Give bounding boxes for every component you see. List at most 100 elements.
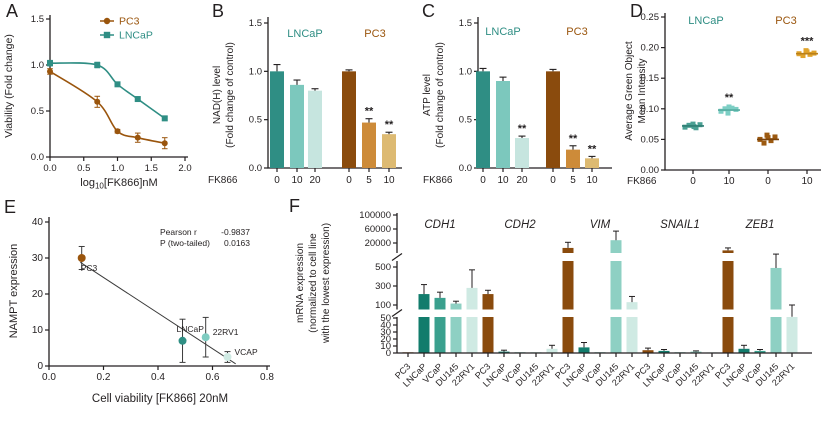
svg-text:2.0: 2.0 (178, 163, 191, 174)
svg-text:PC3: PC3 (119, 16, 140, 28)
svg-text:0.5: 0.5 (459, 115, 472, 126)
panel-b-nadh-bar-chart: 0.0 0.5 1.0 1.5 NAD(H) level (Fold change of … (208, 17, 402, 186)
svg-text:ZEB1: ZEB1 (745, 219, 775, 231)
svg-text:PC3: PC3 (364, 28, 385, 40)
svg-text:SNAIL1: SNAIL1 (660, 219, 700, 231)
panel-c-atp-bar-chart: 0.0 0.5 1.0 1.5 ATP level (Fold change of con… (422, 17, 612, 186)
svg-text:FK866: FK866 (208, 175, 238, 186)
svg-text:10: 10 (32, 325, 44, 336)
svg-text:0.0: 0.0 (43, 163, 56, 174)
svg-text:0.20: 0.20 (641, 43, 660, 54)
svg-text:10: 10 (291, 175, 303, 186)
svg-text:0.15: 0.15 (641, 73, 660, 84)
svg-text:-0.9837: -0.9837 (221, 227, 250, 237)
svg-text:LNCaP: LNCaP (688, 15, 723, 27)
svg-text:20: 20 (380, 334, 391, 345)
panel-a-dose-response-chart: 0.0 0.5 1.0 1.5 0.0 0.5 1.0 1.5 2.0 Viability (Fo… (3, 14, 192, 191)
svg-text:100000: 100000 (359, 210, 391, 221)
svg-text:0.5: 0.5 (249, 115, 262, 126)
panel-f-mrna-bar-chart: 010203040501003005002000060000100000PC3L… (295, 210, 813, 389)
svg-text:P (two-tailed): P (two-tailed) (160, 238, 210, 248)
svg-text:0.0163: 0.0163 (224, 238, 250, 248)
svg-text:Cell viability [FK866] 20nM: Cell viability [FK866] 20nM (92, 393, 228, 405)
svg-text:30: 30 (32, 253, 44, 264)
svg-text:**: ** (725, 92, 734, 104)
svg-text:1.0: 1.0 (459, 66, 472, 77)
svg-text:1.0: 1.0 (31, 60, 44, 71)
svg-text:Mean Intensity: Mean Intensity (637, 58, 648, 123)
svg-text:**: ** (365, 106, 374, 118)
panel-c-label: C (422, 1, 435, 21)
svg-text:40: 40 (32, 217, 44, 228)
svg-text:0.0: 0.0 (42, 372, 56, 383)
svg-text:10: 10 (723, 176, 735, 187)
svg-text:with the lowest expression): with the lowest expression) (321, 223, 332, 344)
svg-text:30: 30 (380, 327, 391, 338)
svg-text:0.0: 0.0 (249, 163, 262, 174)
svg-text:***: *** (801, 36, 815, 48)
svg-text:0.6: 0.6 (206, 372, 220, 383)
svg-text:NAMPT expression: NAMPT expression (8, 244, 20, 339)
panel-e-correlation-plot: 0.0 0.2 0.4 0.6 0.8 0 10 20 30 40 NAMPT expression… (8, 217, 274, 405)
svg-text:0: 0 (274, 175, 280, 186)
svg-text:VIM: VIM (590, 219, 611, 231)
svg-text:PC3: PC3 (81, 263, 98, 273)
svg-text:0.25: 0.25 (641, 12, 660, 23)
svg-text:0: 0 (550, 175, 556, 186)
svg-text:300: 300 (375, 281, 391, 292)
svg-text:0: 0 (386, 348, 391, 359)
panel-d-intensity-scatter: 0.00 0.05 0.10 0.15 0.20 0.25 Average Green Ob… (625, 12, 821, 187)
svg-text:10: 10 (497, 175, 509, 186)
svg-text:0.5: 0.5 (77, 163, 90, 174)
svg-text:0: 0 (765, 176, 771, 187)
svg-text:0.10: 0.10 (641, 104, 660, 115)
svg-text:0.0: 0.0 (459, 163, 472, 174)
svg-text:**: ** (588, 143, 597, 155)
svg-text:mRNA expression: mRNA expression (295, 243, 306, 323)
svg-text:5: 5 (570, 175, 576, 186)
svg-text:LNCaP: LNCaP (119, 30, 153, 42)
svg-text:20: 20 (516, 175, 528, 186)
svg-text:500: 500 (375, 262, 391, 273)
svg-text:1.5: 1.5 (459, 18, 472, 29)
svg-text:0: 0 (346, 175, 352, 186)
svg-text:(normalized to cell line: (normalized to cell line (308, 233, 319, 333)
svg-text:FK866: FK866 (627, 176, 657, 187)
svg-text:(Fold change of control): (Fold change of control) (435, 42, 446, 148)
svg-text:0.5: 0.5 (31, 106, 44, 117)
svg-text:10: 10 (380, 341, 391, 352)
svg-text:ATP level: ATP level (422, 74, 433, 116)
svg-text:LNCaP: LNCaP (485, 26, 520, 38)
svg-text:CDH1: CDH1 (424, 219, 455, 231)
svg-text:0.4: 0.4 (151, 372, 165, 383)
panel-d-label: D (630, 1, 643, 21)
svg-text:1.0: 1.0 (249, 66, 262, 77)
svg-text:PC3: PC3 (566, 26, 587, 38)
svg-text:1.5: 1.5 (249, 18, 262, 29)
svg-text:10: 10 (383, 175, 395, 186)
svg-text:1.0: 1.0 (111, 163, 124, 174)
svg-text:1.5: 1.5 (31, 14, 44, 25)
svg-text:100: 100 (375, 300, 391, 311)
svg-text:20: 20 (309, 175, 321, 186)
svg-text:LNCaP: LNCaP (177, 324, 205, 334)
panel-f-label: F (289, 196, 300, 216)
svg-text:0.05: 0.05 (641, 134, 660, 145)
svg-text:1.5: 1.5 (145, 163, 158, 174)
svg-text:20000: 20000 (365, 238, 391, 249)
svg-text:**: ** (569, 133, 578, 145)
svg-text:0.8: 0.8 (260, 372, 274, 383)
svg-text:22RV1: 22RV1 (213, 327, 239, 337)
svg-text:NAD(H) level: NAD(H) level (212, 66, 223, 124)
svg-text:Pearson r: Pearson r (160, 227, 197, 237)
svg-text:10: 10 (586, 175, 598, 186)
svg-text:0.0: 0.0 (31, 152, 44, 163)
svg-text:0.2: 0.2 (97, 372, 111, 383)
svg-text:Average Green Object: Average Green Object (625, 41, 635, 141)
svg-text:40: 40 (380, 320, 391, 331)
svg-text:(Fold change of control): (Fold change of control) (225, 42, 236, 148)
svg-text:**: ** (518, 123, 527, 135)
svg-text:PC3: PC3 (775, 15, 796, 27)
panel-b-label: B (212, 1, 225, 21)
